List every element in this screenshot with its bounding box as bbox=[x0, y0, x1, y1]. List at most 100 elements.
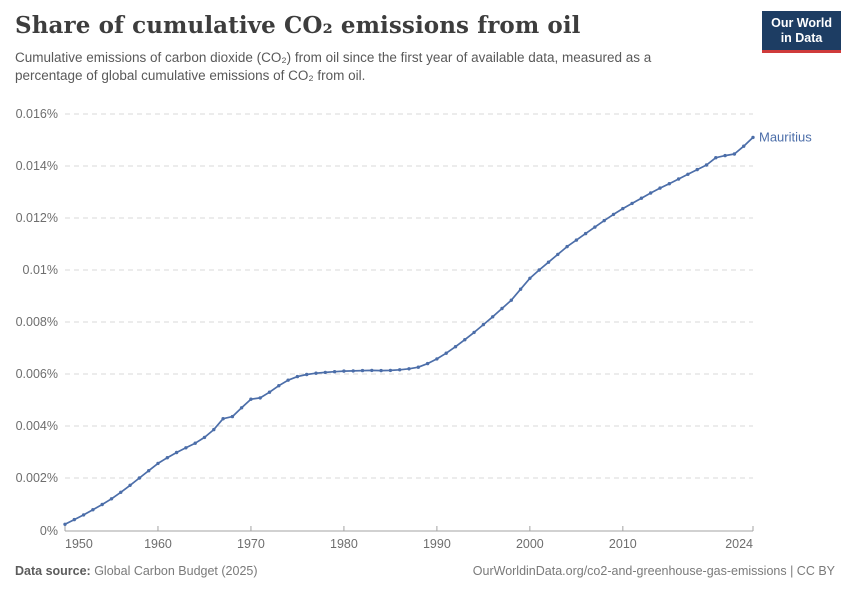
x-tick-label: 2024 bbox=[725, 537, 753, 551]
data-series bbox=[63, 135, 755, 526]
data-point-marker bbox=[342, 369, 346, 373]
data-point-marker bbox=[323, 370, 327, 375]
y-tick-label: 0.012% bbox=[16, 211, 58, 225]
data-point-marker bbox=[518, 287, 523, 291]
data-source-label: Data source: bbox=[15, 564, 91, 578]
entity-labels: Mauritius bbox=[759, 129, 812, 144]
data-point-marker bbox=[742, 144, 746, 148]
data-point-marker bbox=[286, 378, 290, 382]
data-point-marker bbox=[556, 252, 560, 257]
data-point-marker bbox=[630, 201, 634, 206]
data-point-marker bbox=[686, 172, 690, 176]
data-point-marker bbox=[453, 345, 458, 349]
data-point-marker bbox=[425, 361, 430, 366]
data-point-marker bbox=[574, 238, 579, 242]
data-point-marker bbox=[295, 374, 300, 379]
line-chart: 0% 0.002% 0.004% 0.006% 0.008% 0.01% 0.012% 0.0… bbox=[16, 107, 813, 551]
data-point-marker bbox=[370, 368, 374, 373]
data-point-marker bbox=[472, 330, 476, 335]
data-point-marker bbox=[305, 372, 309, 377]
y-tick-label: 0.002% bbox=[16, 471, 58, 485]
data-source-value: Global Carbon Budget (2025) bbox=[90, 564, 258, 578]
data-point-marker bbox=[398, 368, 402, 372]
data-point-marker bbox=[165, 456, 169, 460]
chart-footer: Data source: Global Carbon Budget (2025)… bbox=[15, 564, 835, 578]
data-point-marker bbox=[184, 446, 188, 450]
x-tick-label: 1980 bbox=[330, 537, 358, 551]
data-point-marker bbox=[463, 338, 467, 342]
data-point-marker bbox=[91, 508, 95, 512]
data-point-marker bbox=[658, 186, 662, 190]
data-point-marker bbox=[193, 441, 197, 445]
data-point-marker bbox=[109, 497, 114, 501]
y-tick-label: 0% bbox=[40, 524, 58, 538]
data-point-marker bbox=[695, 167, 699, 172]
data-point-marker bbox=[704, 163, 709, 167]
data-point-marker bbox=[81, 513, 86, 517]
data-point-marker bbox=[72, 517, 77, 522]
data-point-marker bbox=[602, 218, 606, 223]
data-point-marker bbox=[593, 225, 597, 229]
data-point-marker bbox=[751, 135, 755, 140]
chart-header: Share of cumulative CO₂ emissions from o… bbox=[15, 12, 755, 85]
data-point-marker bbox=[332, 370, 337, 374]
data-point-marker bbox=[221, 417, 225, 421]
data-point-marker bbox=[444, 351, 448, 355]
data-point-marker bbox=[723, 153, 727, 158]
data-point-marker bbox=[491, 315, 495, 319]
data-point-marker bbox=[407, 367, 411, 371]
data-point-marker bbox=[676, 177, 681, 181]
data-point-marker bbox=[500, 306, 504, 311]
data-point-marker bbox=[639, 196, 644, 200]
data-point-marker bbox=[416, 365, 420, 369]
data-point-marker bbox=[314, 371, 318, 375]
chart-subtitle-line-1: Cumulative emissions of carbon dioxide (… bbox=[15, 50, 652, 65]
chart-subtitle-line-2: percentage of global cumulative emission… bbox=[15, 68, 366, 83]
y-tick-label: 0.008% bbox=[16, 315, 58, 329]
data-point-marker bbox=[537, 268, 541, 272]
y-tick-label: 0.01% bbox=[23, 263, 58, 277]
data-point-marker bbox=[481, 322, 486, 327]
data-point-marker bbox=[119, 490, 123, 494]
series-entity-label: Mauritius bbox=[759, 129, 812, 144]
chart-title: Share of cumulative CO₂ emissions from o… bbox=[15, 12, 581, 39]
y-tick-label: 0.006% bbox=[16, 367, 58, 381]
data-point-marker bbox=[137, 476, 142, 480]
data-point-marker bbox=[258, 396, 262, 400]
data-source-note: Data source: Global Carbon Budget (2025) bbox=[15, 564, 258, 578]
data-point-marker bbox=[147, 469, 151, 473]
y-tick-label: 0.004% bbox=[16, 419, 58, 433]
series-line bbox=[64, 136, 754, 526]
data-point-marker bbox=[667, 182, 671, 186]
data-point-marker bbox=[249, 397, 253, 401]
owid-logo-line-1: Our World bbox=[771, 16, 832, 30]
data-point-marker bbox=[351, 369, 355, 373]
x-axis: 1950 1960 1970 1980 1990 2000 2010 2024 bbox=[64, 526, 754, 551]
data-point-marker bbox=[174, 450, 179, 455]
y-axis-labels: 0% 0.002% 0.004% 0.006% 0.008% 0.01% 0.012% 0.0… bbox=[16, 107, 58, 538]
chart-subtitle: Cumulative emissions of carbon dioxide (… bbox=[15, 49, 755, 85]
data-point-marker bbox=[528, 276, 532, 280]
y-tick-label: 0.016% bbox=[16, 107, 58, 121]
data-point-marker bbox=[621, 206, 625, 211]
x-tick-label: 1990 bbox=[423, 537, 451, 551]
data-point-marker bbox=[565, 244, 569, 249]
y-tick-label: 0.014% bbox=[16, 159, 58, 173]
data-point-marker bbox=[63, 522, 67, 526]
owid-logo-line-2: in Data bbox=[780, 31, 823, 45]
data-point-marker bbox=[239, 406, 244, 410]
x-tick-label: 2000 bbox=[516, 537, 544, 551]
data-point-marker bbox=[583, 231, 588, 236]
x-tick-label: 1950 bbox=[65, 537, 93, 551]
data-point-marker bbox=[202, 435, 207, 440]
footer-url: OurWorldinData.org/co2-and-greenhouse-ga… bbox=[472, 564, 835, 578]
data-point-marker bbox=[435, 357, 439, 361]
data-point-marker bbox=[546, 260, 551, 264]
x-tick-label: 1960 bbox=[144, 537, 172, 551]
data-point-marker bbox=[230, 414, 235, 419]
data-point-marker bbox=[277, 384, 281, 388]
x-tick-label: 1970 bbox=[237, 537, 265, 551]
data-point-marker bbox=[509, 298, 513, 302]
data-point-marker bbox=[649, 191, 653, 195]
